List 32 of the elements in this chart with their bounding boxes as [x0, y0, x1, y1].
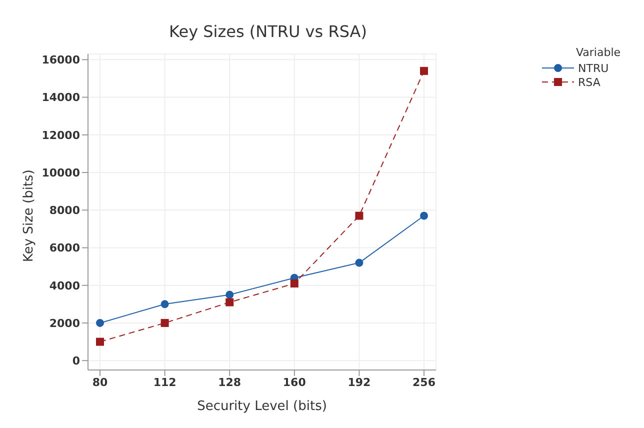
x-tick-label: 80	[92, 376, 108, 389]
x-axis-title: Security Level (bits)	[197, 399, 327, 414]
point	[420, 66, 428, 75]
point	[355, 212, 364, 220]
point	[160, 318, 169, 327]
x-tick-label: 160	[282, 376, 306, 389]
point	[290, 279, 298, 288]
point	[160, 300, 169, 308]
point	[96, 318, 104, 327]
legend-title: Variable	[576, 46, 622, 59]
y-tick-label: 14000	[42, 91, 80, 104]
y-tick-label: 6000	[49, 242, 80, 255]
y-tick-label: 4000	[49, 279, 80, 292]
point	[226, 298, 234, 306]
x-tick-label: 192	[348, 376, 371, 389]
y-tick-label: 8000	[49, 204, 80, 218]
x-tick-label: 256	[412, 376, 436, 389]
legend-label: RSA	[578, 76, 600, 88]
point	[96, 338, 104, 346]
y-tick-label: 2000	[49, 316, 80, 330]
y-tick-label: 16000	[42, 54, 80, 67]
y-tick-label: 0	[72, 354, 80, 368]
y-tick-label: 10000	[42, 166, 80, 180]
chart-title: Key Sizes (NTRU vs RSA)	[168, 21, 368, 43]
x-tick-label: 128	[218, 376, 242, 389]
y-axis-title: Key Size (bits)	[22, 170, 37, 262]
point	[226, 290, 234, 299]
legend-label: NTRU	[578, 62, 609, 74]
point	[420, 212, 428, 220]
point	[355, 258, 364, 267]
x-tick-label: 112	[153, 376, 176, 389]
y-tick-label: 12000	[42, 128, 80, 142]
